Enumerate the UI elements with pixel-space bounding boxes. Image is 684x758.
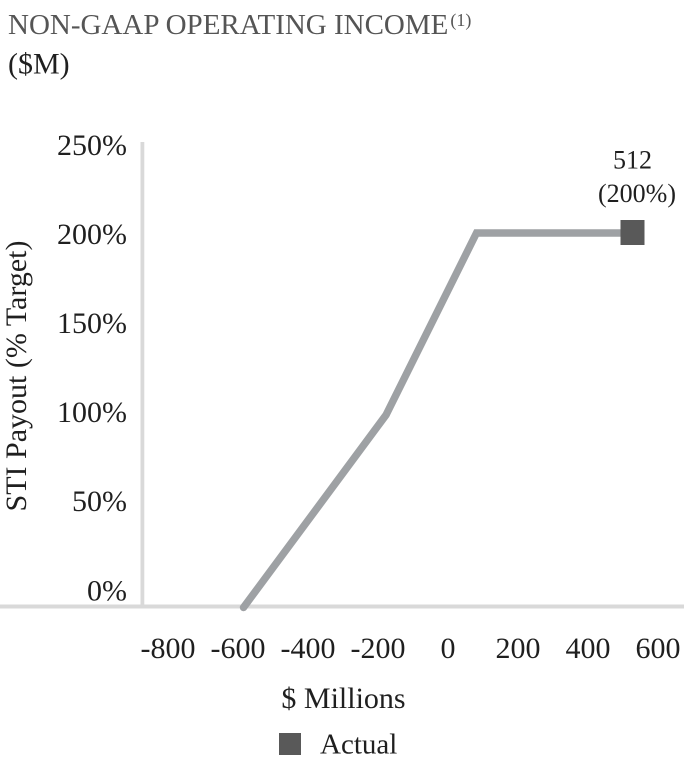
svg-text:Actual: Actual — [320, 728, 397, 758]
svg-text:400: 400 — [566, 632, 611, 665]
svg-text:0: 0 — [441, 632, 456, 665]
svg-text:512: 512 — [613, 146, 652, 175]
svg-text:0%: 0% — [87, 574, 127, 607]
svg-text:150%: 150% — [57, 307, 127, 340]
svg-text:$ Millions: $ Millions — [281, 682, 405, 715]
svg-text:-400: -400 — [281, 632, 336, 665]
svg-text:200: 200 — [496, 632, 541, 665]
svg-text:600: 600 — [636, 632, 681, 665]
svg-text:-800: -800 — [141, 632, 196, 665]
svg-text:100%: 100% — [57, 396, 127, 429]
svg-text:250%: 250% — [57, 129, 127, 162]
svg-text:-200: -200 — [351, 632, 406, 665]
svg-text:200%: 200% — [57, 218, 127, 251]
svg-text:(200%): (200%) — [598, 179, 676, 208]
svg-text:50%: 50% — [72, 485, 127, 518]
svg-text:NON-GAAP OPERATING INCOME(1): NON-GAAP OPERATING INCOME (1) — [8, 9, 471, 41]
svg-text:-600: -600 — [211, 632, 266, 665]
svg-text:($M): ($M) — [8, 48, 70, 81]
svg-text:STI Payout (% Target): STI Payout (% Target) — [0, 241, 33, 512]
